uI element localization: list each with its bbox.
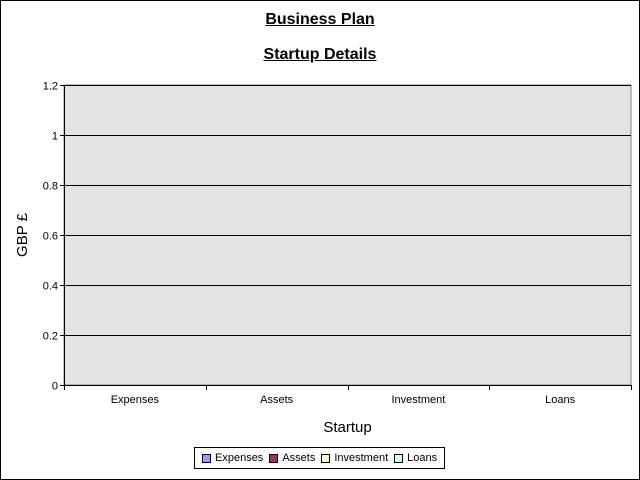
y-axis-label: GBP £	[14, 212, 31, 257]
legend-entry: Assets	[269, 452, 315, 464]
legend-swatch	[202, 453, 211, 463]
chart-title: Business Plan	[265, 11, 375, 28]
legend-swatch	[269, 453, 279, 463]
chart-subtitle: Startup Details	[263, 46, 377, 63]
legend-swatch	[321, 453, 331, 463]
y-tick-label: 0	[52, 381, 58, 393]
x-axis-label: Startup	[323, 419, 371, 436]
x-tick-label: Expenses	[111, 394, 160, 406]
x-tick-label: Investment	[391, 394, 445, 406]
legend-swatch	[394, 453, 404, 463]
legend-label: Investment	[334, 452, 389, 464]
y-tick-label: 0.8	[43, 181, 58, 193]
y-tick-label: 1.2	[43, 81, 58, 93]
legend-label: Assets	[282, 452, 316, 464]
legend-entry: Expenses	[202, 452, 263, 464]
legend-entry: Loans	[394, 452, 437, 464]
y-tick-label: 0.6	[43, 231, 58, 243]
y-tick-label: 0.2	[43, 331, 58, 343]
chart-legend: Expenses Assets Investment Loans	[194, 447, 446, 469]
y-tick-label: 1	[52, 131, 58, 143]
y-tick-label: 0.4	[43, 281, 58, 293]
legend-label: Loans	[407, 452, 438, 464]
x-tick-label: Loans	[545, 394, 575, 406]
x-tick-label: Assets	[260, 394, 294, 406]
legend-entry: Investment	[321, 452, 388, 464]
legend-label: Expenses	[215, 452, 264, 464]
